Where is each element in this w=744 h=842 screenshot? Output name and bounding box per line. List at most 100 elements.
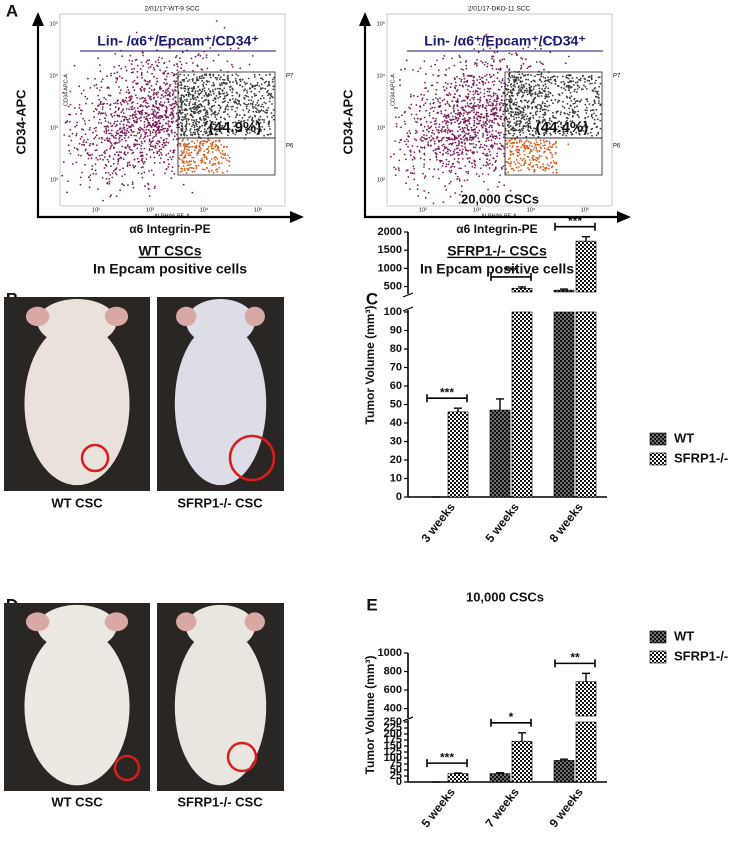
- event-dot: [461, 130, 464, 133]
- event-dot: [151, 131, 154, 134]
- event-dot: [508, 79, 511, 81]
- event-dot: [463, 77, 466, 80]
- event-dot: [214, 145, 216, 148]
- event-dot: [579, 100, 581, 103]
- event-dot: [530, 102, 533, 105]
- event-dot: [509, 150, 512, 152]
- legend-swatch: [649, 452, 667, 466]
- event-dot: [463, 112, 465, 115]
- event-dot: [235, 91, 238, 94]
- event-dot: [539, 91, 542, 94]
- event-dot: [536, 126, 538, 129]
- bar: [447, 411, 469, 498]
- event-dot: [189, 154, 192, 157]
- event-dot: [514, 78, 517, 81]
- event-dot: [68, 149, 71, 152]
- event-dot: [104, 98, 107, 101]
- event-dot: [127, 120, 129, 123]
- event-dot: [123, 184, 125, 187]
- y-tick-label: 10⁵: [50, 20, 58, 27]
- event-dot: [182, 165, 185, 168]
- event-dot: [194, 110, 196, 113]
- event-dot: [198, 100, 200, 102]
- event-dot: [595, 114, 597, 117]
- event-dot: [524, 74, 527, 77]
- event-dot: [121, 115, 124, 118]
- event-dot: [129, 114, 132, 117]
- event-dot: [200, 130, 202, 133]
- axis-break: [402, 306, 414, 312]
- event-dot: [445, 116, 447, 119]
- event-dot: [202, 142, 205, 145]
- event-dot: [142, 36, 145, 38]
- event-dot: [144, 135, 147, 138]
- event-dot: [152, 129, 155, 131]
- event-dot: [260, 77, 262, 80]
- event-dot: [449, 150, 452, 152]
- event-dot: [463, 120, 465, 123]
- error-bar: [560, 288, 568, 291]
- event-dot: [469, 111, 472, 113]
- event-dot: [174, 83, 177, 85]
- event-dot: [103, 102, 105, 105]
- event-dot: [180, 99, 182, 102]
- event-dot: [131, 105, 134, 108]
- event-dot: [529, 87, 531, 90]
- event-dot: [193, 105, 196, 108]
- event-dot: [437, 69, 440, 72]
- event-dot: [431, 106, 434, 109]
- event-dot: [458, 161, 460, 164]
- event-dot: [451, 119, 453, 121]
- event-dot: [595, 79, 597, 82]
- event-dot: [498, 103, 501, 105]
- event-dot: [447, 115, 450, 118]
- event-dot: [204, 140, 207, 143]
- event-dot: [266, 115, 269, 118]
- event-dot: [187, 161, 190, 164]
- event-dot: [255, 107, 257, 110]
- event-dot: [195, 165, 198, 168]
- event-dot: [220, 82, 223, 84]
- event-dot: [487, 139, 490, 142]
- event-dot: [140, 61, 143, 64]
- event-dot: [203, 105, 206, 108]
- event-dot: [119, 92, 121, 94]
- event-dot: [546, 79, 549, 82]
- event-dot: [484, 82, 487, 84]
- event-dot: [491, 126, 493, 129]
- event-dot: [445, 165, 447, 168]
- event-dot: [448, 67, 451, 70]
- event-dot: [509, 120, 512, 123]
- event-dot: [482, 164, 485, 167]
- event-dot: [89, 127, 91, 129]
- event-dot: [109, 132, 112, 135]
- event-dot: [502, 102, 504, 105]
- event-dot: [132, 81, 134, 83]
- event-dot: [598, 85, 601, 88]
- event-dot: [484, 121, 487, 123]
- event-dot: [67, 105, 70, 108]
- event-dot: [460, 68, 463, 70]
- event-dot: [441, 130, 443, 133]
- event-dot: [569, 91, 572, 94]
- event-dot: [566, 113, 569, 115]
- event-dot: [104, 112, 107, 115]
- event-dot: [172, 151, 175, 154]
- event-dot: [506, 65, 508, 67]
- event-dot: [132, 164, 134, 167]
- event-dot: [222, 152, 224, 155]
- event-dot: [88, 119, 91, 122]
- event-dot: [423, 166, 425, 168]
- event-dot: [207, 99, 210, 102]
- event-dot: [81, 109, 83, 112]
- event-dot: [549, 123, 551, 125]
- event-dot: [256, 102, 259, 104]
- event-dot: [98, 154, 101, 157]
- event-dot: [145, 112, 148, 115]
- event-dot: [212, 73, 215, 76]
- event-dot: [424, 138, 427, 141]
- event-dot: [131, 152, 134, 155]
- event-dot: [165, 89, 167, 92]
- event-dot: [196, 64, 199, 67]
- event-dot: [102, 112, 105, 115]
